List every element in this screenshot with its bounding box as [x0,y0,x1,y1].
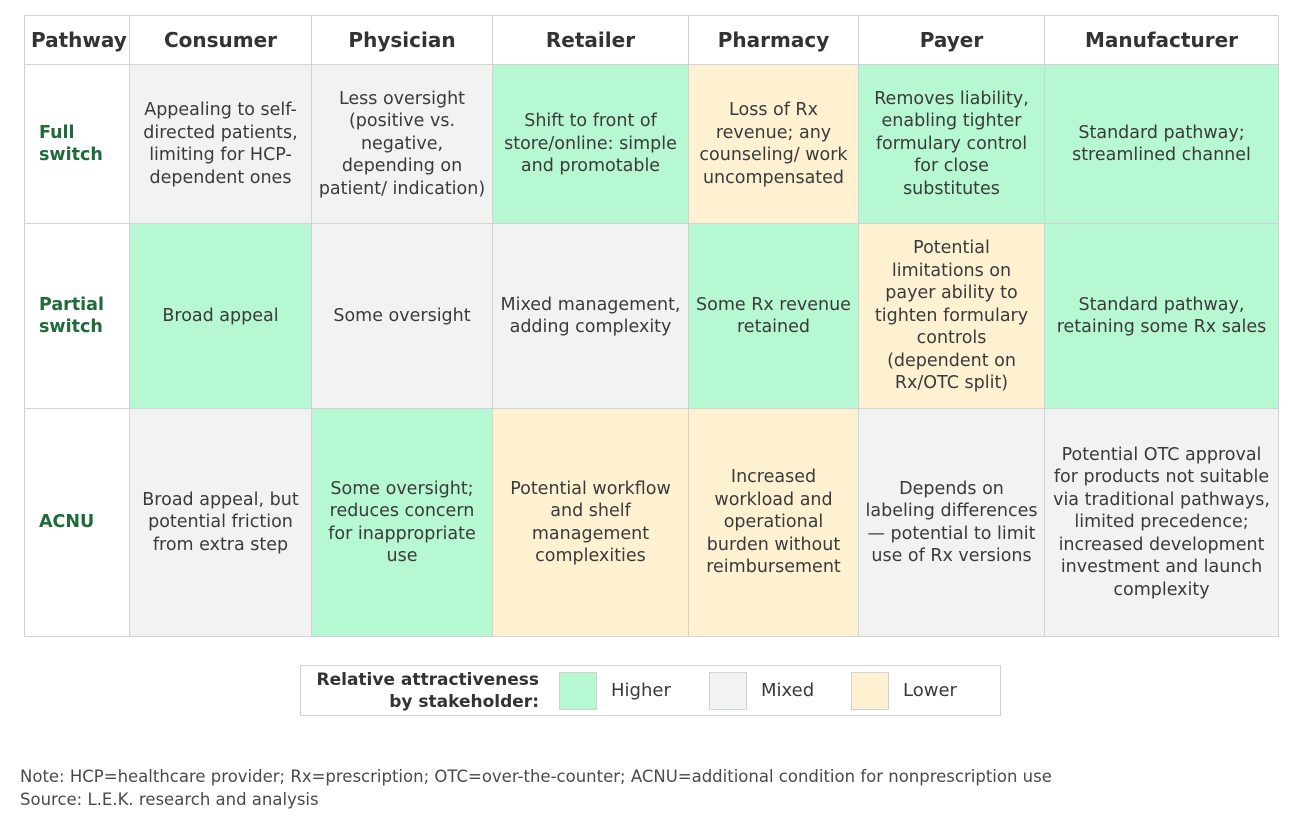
footnote-source: Source: L.E.K. research and analysis [20,790,319,809]
table-cell: Loss of Rx revenue; any counseling/ work… [688,64,859,224]
legend-label-mixed: Mixed [761,680,815,701]
row-label-partial-switch: Partial switch [24,223,130,409]
table-cell: Potential workflow and shelf management … [492,408,689,637]
table-cell: Broad appeal, but potential friction fro… [129,408,312,637]
table-cell: Less oversight (positive vs. negative, d… [311,64,493,224]
table-cell: Potential OTC approval for products not … [1044,408,1279,637]
legend-title: Relative attractiveness by stakeholder: [316,669,540,712]
table-cell: Some Rx revenue retained [688,223,859,409]
table-cell: Increased workload and operational burde… [688,408,859,637]
row-label-full-switch: Full switch [24,64,130,224]
table-cell: Some oversight [311,223,493,409]
table-cell: Potential limitations on payer ability t… [858,223,1045,409]
column-header-physician: Physician [311,15,493,65]
column-header-pharmacy: Pharmacy [688,15,859,65]
column-header-consumer: Consumer [129,15,312,65]
legend-label-lower: Lower [903,680,957,701]
table-cell: Some oversight; reduces concern for inap… [311,408,493,637]
column-header-manufacturer: Manufacturer [1044,15,1279,65]
table-cell: Standard pathway, retaining some Rx sale… [1044,223,1279,409]
table-row-acnu: ACNU Broad appeal, but potential frictio… [24,408,1279,637]
legend-swatch-mixed [709,671,747,710]
row-label-acnu: ACNU [24,408,130,637]
table-cell: Shift to front of store/online: simple a… [492,64,689,224]
table-cell: Broad appeal [129,223,312,409]
table-row-full-switch: Full switch Appealing to self-directed p… [24,64,1279,224]
table-cell: Mixed management, adding complexity [492,223,689,409]
table-cell: Depends on labeling differences — potent… [858,408,1045,637]
table-cell: Removes liability, enabling tighter form… [858,64,1045,224]
column-header-retailer: Retailer [492,15,689,65]
table-cell: Appealing to self-directed patients, lim… [129,64,312,224]
stakeholder-matrix-table: Pathway Consumer Physician Retailer Phar… [24,15,1279,637]
legend-label-higher: Higher [611,680,671,701]
table-cell: Standard pathway; streamlined channel [1044,64,1279,224]
legend: Relative attractiveness by stakeholder: … [300,665,1001,716]
footnote-note: Note: HCP=healthcare provider; Rx=prescr… [20,767,1052,786]
column-header-payer: Payer [858,15,1045,65]
legend-swatch-lower [851,671,889,710]
table-row-partial-switch: Partial switch Broad appeal Some oversig… [24,223,1279,409]
column-header-pathway: Pathway [24,15,130,65]
header-row: Pathway Consumer Physician Retailer Phar… [24,15,1279,65]
legend-swatch-higher [559,671,597,710]
